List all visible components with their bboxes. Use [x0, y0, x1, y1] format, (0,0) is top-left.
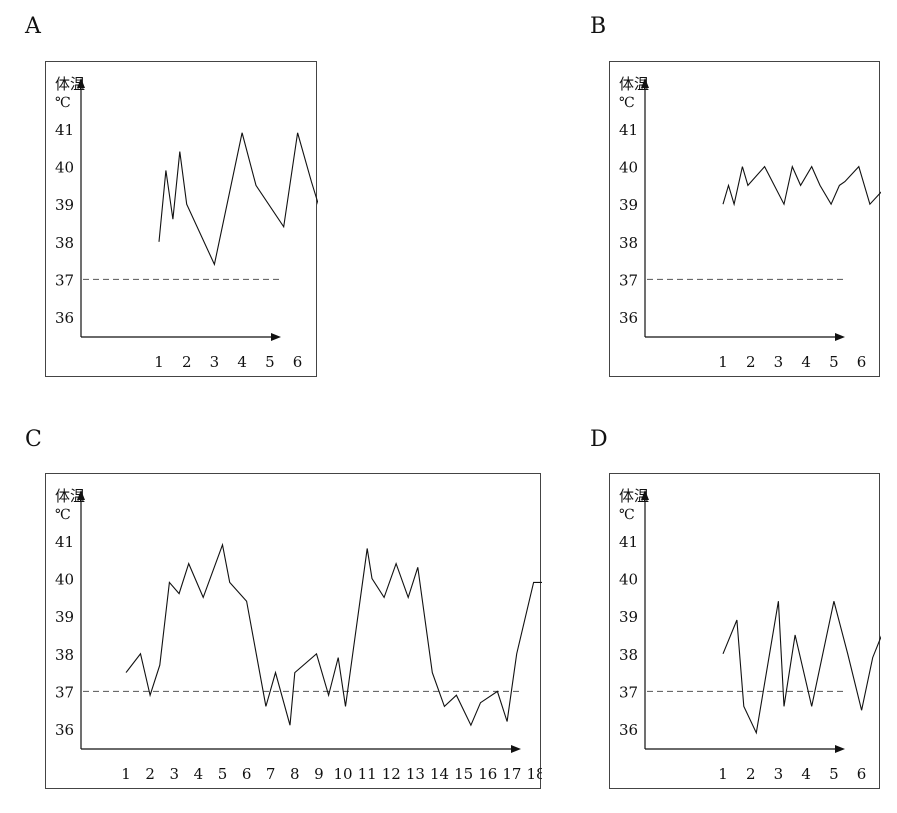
x-tick-label: 6: [857, 353, 867, 371]
x-tick-label: 6: [857, 765, 867, 783]
panel-label-a: A: [25, 14, 41, 39]
y-tick-label: 38: [55, 234, 74, 252]
panel-label-d: D: [590, 427, 608, 452]
x-tick-label: 18: [526, 765, 542, 783]
temperature-line: [722, 164, 881, 207]
y-axis-arrow: [77, 78, 85, 88]
y-tick-label: 36: [55, 309, 74, 327]
x-tick-label: 3: [774, 765, 784, 783]
x-axis-arrow: [271, 333, 281, 341]
x-tick-label: 6: [293, 353, 303, 371]
x-tick-label: 13: [406, 765, 425, 783]
temperature-line: [158, 132, 318, 267]
y-tick-label: 36: [55, 721, 74, 739]
y-tick-label: 41: [619, 533, 638, 551]
x-tick-label: 10: [334, 765, 353, 783]
y-tick-label: 38: [619, 646, 638, 664]
x-tick-label: 12: [382, 765, 401, 783]
x-tick-label: 4: [194, 765, 204, 783]
y-tick-label: 40: [55, 159, 74, 177]
x-tick-label: 1: [121, 765, 131, 783]
x-tick-label: 3: [169, 765, 179, 783]
temperature-line: [125, 542, 542, 727]
panel-label-c: C: [25, 427, 42, 452]
y-tick-label: 39: [619, 608, 638, 626]
x-tick-label: 6: [242, 765, 252, 783]
y-tick-label: 38: [619, 234, 638, 252]
x-tick-label: 8: [290, 765, 300, 783]
x-tick-label: 1: [718, 353, 728, 371]
y-tick-label: 41: [55, 533, 74, 551]
x-tick-label: 4: [801, 353, 811, 371]
y-axis-arrow: [641, 78, 649, 88]
temperature-line: [722, 601, 881, 735]
y-axis-label: 体温: [55, 487, 85, 505]
x-axis-arrow: [835, 745, 845, 753]
x-tick-label: 5: [829, 353, 839, 371]
y-axis-unit: ℃: [619, 507, 635, 523]
x-tick-label: 2: [182, 353, 192, 371]
x-tick-label: 3: [210, 353, 220, 371]
x-tick-label: 5: [265, 353, 275, 371]
x-axis-arrow: [835, 333, 845, 341]
x-tick-label: 3: [774, 353, 784, 371]
x-tick-label: 9: [314, 765, 324, 783]
y-tick-label: 41: [55, 121, 74, 139]
panel-label-b: B: [590, 14, 607, 39]
y-axis-unit: ℃: [619, 95, 635, 111]
y-tick-label: 39: [619, 196, 638, 214]
x-tick-label: 15: [454, 765, 473, 783]
y-axis-label: 体温: [55, 75, 85, 93]
chart-c: 体温 ℃ 36 37 38 39 40 41 1 2 3 4 5 6 7 8 9 10 11 12 13 14 15 16 17…: [45, 473, 542, 789]
x-axis-arrow: [511, 745, 521, 753]
x-tick-label: 16: [478, 765, 497, 783]
y-axis-unit: ℃: [55, 507, 71, 523]
y-axis-unit: ℃: [55, 95, 71, 111]
x-tick-label: 2: [145, 765, 155, 783]
y-tick-label: 36: [619, 721, 638, 739]
x-tick-label: 4: [801, 765, 811, 783]
x-tick-label: 2: [746, 353, 756, 371]
y-tick-label: 39: [55, 196, 74, 214]
x-tick-label: 2: [746, 765, 756, 783]
y-tick-label: 37: [619, 271, 638, 289]
x-tick-label: 5: [218, 765, 228, 783]
y-tick-label: 40: [619, 159, 638, 177]
x-tick-label: 1: [718, 765, 728, 783]
y-tick-label: 36: [619, 309, 638, 327]
x-tick-label: 5: [829, 765, 839, 783]
y-tick-label: 41: [619, 121, 638, 139]
y-axis-label: 体温: [619, 75, 649, 93]
x-tick-label: 4: [237, 353, 247, 371]
y-tick-label: 40: [55, 571, 74, 589]
x-tick-label: 11: [358, 765, 377, 783]
y-tick-label: 37: [619, 683, 638, 701]
y-axis-label: 体温: [619, 487, 649, 505]
y-tick-label: 40: [619, 571, 638, 589]
x-tick-label: 1: [154, 353, 164, 371]
x-tick-label: 17: [502, 765, 521, 783]
y-tick-label: 38: [55, 646, 74, 664]
y-axis-arrow: [77, 490, 85, 500]
y-tick-label: 39: [55, 608, 74, 626]
x-tick-label: 14: [430, 765, 449, 783]
y-axis-arrow: [641, 490, 649, 500]
y-tick-label: 37: [55, 271, 74, 289]
y-tick-label: 37: [55, 683, 74, 701]
x-tick-label: 7: [266, 765, 276, 783]
